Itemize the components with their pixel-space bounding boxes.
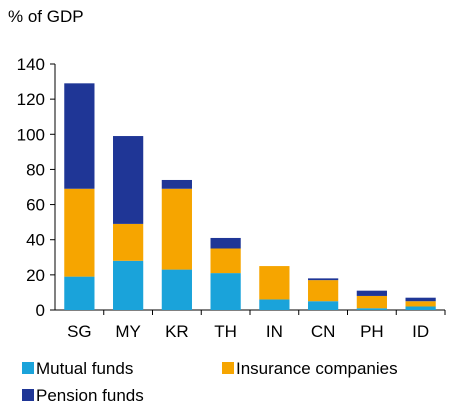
y-tick-label: 40 xyxy=(26,231,45,250)
x-tick-label: ID xyxy=(412,322,429,341)
bar-kr-pension-funds xyxy=(161,179,192,189)
bar-th-insurance-companies xyxy=(210,248,241,274)
bar-th-pension-funds xyxy=(210,237,241,249)
legend-label: Insurance companies xyxy=(236,359,398,378)
x-tick-label: CN xyxy=(311,322,336,341)
x-tick-label: TH xyxy=(214,322,237,341)
x-tick-label: SG xyxy=(67,322,92,341)
bar-ph-insurance-companies xyxy=(356,295,387,309)
y-tick-label: 140 xyxy=(17,55,45,74)
bar-id-insurance-companies xyxy=(405,301,436,307)
x-tick-label: MY xyxy=(115,322,141,341)
bar-id-mutual-funds xyxy=(405,306,436,310)
y-tick-label: 100 xyxy=(17,125,45,144)
bar-th-mutual-funds xyxy=(210,273,241,310)
bar-ph-pension-funds xyxy=(356,290,387,296)
bar-my-insurance-companies xyxy=(113,223,144,261)
bar-kr-mutual-funds xyxy=(161,269,192,310)
bar-my-mutual-funds xyxy=(113,260,144,310)
bar-my-pension-funds xyxy=(113,136,144,224)
bar-id-pension-funds xyxy=(405,297,436,302)
x-axis-labels: SG MY KR TH IN CN PH ID xyxy=(67,310,446,341)
bar-ph-mutual-funds xyxy=(356,308,387,310)
y-tick-label: 120 xyxy=(17,90,45,109)
bar-cn-mutual-funds xyxy=(308,301,339,310)
x-tick-label: KR xyxy=(165,322,189,341)
bar-sg-mutual-funds xyxy=(64,276,95,310)
bars-group xyxy=(64,83,436,310)
legend-label: Pension funds xyxy=(36,386,144,405)
legend: Mutual funds Insurance companies Pension f… xyxy=(22,359,398,405)
y-tick-label: 20 xyxy=(26,266,45,285)
legend-swatch xyxy=(22,389,34,401)
bar-in-mutual-funds xyxy=(259,299,290,310)
legend-label: Mutual funds xyxy=(36,359,133,378)
legend-swatch xyxy=(22,362,34,374)
y-tick-label: 60 xyxy=(26,196,45,215)
bar-cn-insurance-companies xyxy=(308,280,339,302)
legend-swatch xyxy=(222,362,234,374)
x-tick-label: IN xyxy=(266,322,283,341)
bar-in-insurance-companies xyxy=(259,266,290,300)
bar-kr-insurance-companies xyxy=(161,188,192,270)
bar-sg-pension-funds xyxy=(64,83,95,189)
y-axis-ticks: 0 20 40 60 80 100 120 140 xyxy=(17,55,55,320)
bar-sg-insurance-companies xyxy=(64,188,95,277)
y-tick-label: 0 xyxy=(36,301,45,320)
bar-cn-pension-funds xyxy=(308,278,339,281)
y-tick-label: 80 xyxy=(26,160,45,179)
chart-title: % of GDP xyxy=(8,7,84,26)
x-tick-label: PH xyxy=(360,322,384,341)
